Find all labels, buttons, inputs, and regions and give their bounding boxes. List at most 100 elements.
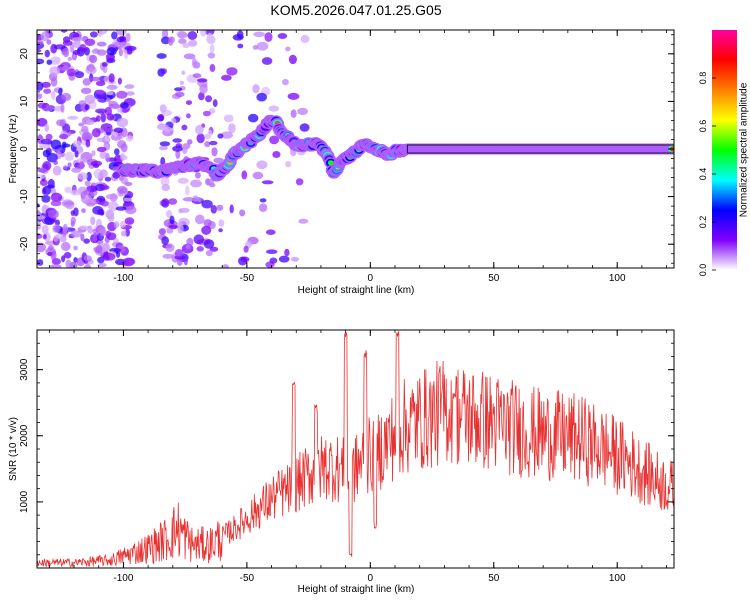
noise-blob: [63, 165, 68, 170]
colorbar-label: Normalized spectral amplitude: [739, 82, 750, 217]
noise-blob: [229, 204, 234, 214]
noise-blob: [37, 215, 46, 220]
noise-blob: [105, 127, 114, 133]
noise-blob: [74, 71, 85, 79]
noise-blob: [221, 74, 232, 81]
noise-blob: [285, 161, 292, 168]
noise-blob: [91, 128, 101, 138]
noise-blob: [239, 209, 246, 217]
noise-blob: [297, 107, 308, 115]
noise-blob: [278, 255, 290, 263]
noise-blob: [105, 193, 118, 200]
noise-blob: [298, 218, 309, 224]
noise-blob: [79, 160, 85, 170]
noise-blob: [106, 91, 114, 96]
noise-blob: [170, 117, 177, 124]
y-tick-label: -10: [19, 189, 30, 204]
noise-blob: [65, 259, 72, 268]
noise-blob: [115, 206, 127, 211]
noise-blob: [210, 205, 217, 214]
noise-blob: [256, 92, 268, 102]
noise-blob: [265, 249, 278, 254]
noise-blob: [114, 148, 120, 156]
noise-blob: [218, 219, 225, 227]
noise-blob: [50, 200, 62, 207]
noise-blob: [62, 227, 67, 238]
noise-blob: [83, 189, 91, 195]
noise-blob: [81, 208, 86, 214]
noise-blob: [70, 216, 77, 225]
noise-blob: [61, 241, 71, 251]
x-tick-label: 100: [609, 273, 626, 284]
colorbar-tick-label: 0.2: [698, 216, 708, 229]
noise-blob: [252, 45, 259, 50]
noise-blob: [178, 207, 190, 213]
noise-blob: [206, 32, 213, 41]
colorbar-tick-label: 0.6: [698, 120, 708, 133]
noise-blob: [160, 176, 170, 187]
noise-blob: [195, 172, 201, 179]
noise-blob: [218, 228, 223, 233]
noise-blob: [108, 73, 115, 83]
noise-blob: [37, 174, 45, 180]
noise-blob: [91, 150, 96, 157]
noise-blob: [182, 42, 190, 49]
noise-blob: [161, 36, 171, 45]
noise-blob: [113, 221, 120, 229]
snr-ticks: -100 -50 0 50 100 1000 2000 3000: [19, 329, 674, 584]
noise-blob: [203, 239, 215, 249]
noise-blob: [37, 233, 43, 240]
noise-blob: [221, 264, 229, 268]
noise-blob: [177, 31, 188, 39]
noise-blob: [112, 103, 119, 109]
noise-blob: [89, 76, 101, 82]
colorbar-tick-label: 0.8: [698, 72, 708, 85]
noise-blob: [209, 140, 218, 146]
noise-blob: [70, 230, 82, 238]
noise-blob: [277, 33, 288, 39]
y-tick-label: 20: [19, 48, 30, 60]
noise-blob: [187, 139, 193, 145]
noise-blob: [190, 179, 202, 188]
noise-blob: [37, 94, 43, 100]
noise-blob: [125, 32, 131, 42]
noise-blob: [172, 138, 182, 143]
noise-blob: [74, 150, 79, 158]
noise-blob: [58, 87, 63, 96]
noise-blob: [105, 152, 110, 163]
noise-blob: [204, 30, 215, 36]
noise-blob: [53, 44, 66, 50]
noise-blob: [97, 262, 107, 268]
noise-blob: [73, 207, 79, 217]
noise-blob: [183, 53, 196, 60]
noise-blob: [174, 87, 183, 92]
x-tick-label: -50: [240, 273, 255, 284]
noise-blob: [195, 124, 204, 135]
noise-blob: [37, 102, 47, 109]
noise-blob: [95, 80, 106, 86]
noise-blob: [188, 39, 198, 47]
noise-blob: [101, 62, 108, 67]
noise-blob: [209, 44, 215, 54]
noise-blob: [199, 84, 208, 94]
noise-blob: [175, 143, 183, 149]
noise-blob: [80, 87, 92, 95]
noise-blob: [85, 139, 91, 148]
noise-blob: [240, 256, 250, 263]
noise-blob: [83, 255, 92, 262]
noise-blob: [100, 200, 110, 207]
noise-blob: [89, 54, 98, 64]
noise-blob: [157, 114, 165, 122]
noise-blob: [61, 141, 67, 149]
noise-blob: [41, 81, 51, 88]
noise-blob: [256, 160, 268, 170]
noise-blob: [212, 99, 218, 107]
noise-blob: [159, 145, 168, 151]
noise-blob: [67, 115, 79, 120]
noise-blob: [169, 215, 175, 225]
noise-blob: [118, 48, 123, 57]
noise-blob: [181, 124, 188, 131]
noise-blob: [174, 248, 184, 258]
